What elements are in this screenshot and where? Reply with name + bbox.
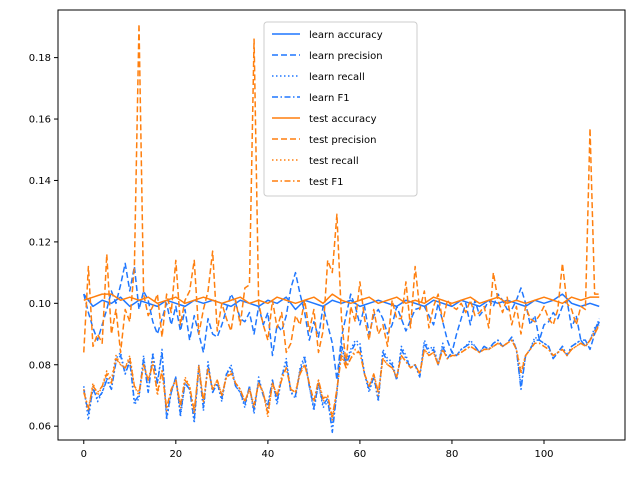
x-axis: 0 20 40 60 80 100: [81, 440, 554, 460]
legend-label: learn precision: [309, 51, 383, 62]
legend-box: [263, 21, 418, 197]
x-tick-label: 100: [534, 449, 553, 460]
x-tick-label: 20: [169, 449, 182, 460]
x-tick-label: 40: [261, 449, 274, 460]
series-line-test-f1: [83, 324, 600, 418]
legend-label: test F1: [309, 177, 344, 188]
x-tick-label: 60: [354, 449, 367, 460]
y-tick-label: 0.06: [29, 422, 51, 433]
legend-label: learn F1: [309, 93, 350, 104]
series-line-test-precision: [83, 23, 600, 366]
legend-label: learn recall: [309, 72, 365, 83]
legend-label: test recall: [309, 156, 359, 167]
legend: learn accuracy learn precision learn recal…: [263, 21, 418, 197]
axes-frame: [57, 9, 626, 441]
y-tick-label: 0.12: [29, 237, 51, 248]
series-layer: [83, 23, 600, 434]
x-tick-label: 0: [81, 449, 87, 460]
y-axis: 0.06 0.08 0.10 0.12 0.14 0.16 0.18: [29, 53, 58, 433]
series-line-test-accuracy: [83, 293, 600, 305]
y-tick-label: 0.14: [29, 176, 51, 187]
series-line-learn-f1: [83, 318, 600, 434]
series-line-learn-recall: [83, 321, 600, 427]
legend-label: test precision: [309, 135, 377, 146]
legend-label: learn accuracy: [309, 30, 383, 41]
y-tick-label: 0.10: [29, 299, 51, 310]
series-line-learn-precision: [83, 262, 600, 381]
legend-label: test accuracy: [309, 114, 377, 125]
y-tick-label: 0.16: [29, 115, 51, 126]
y-tick-label: 0.08: [29, 360, 51, 371]
x-tick-label: 80: [446, 449, 459, 460]
y-tick-label: 0.18: [29, 53, 51, 64]
series-line-test-recall: [83, 324, 600, 421]
